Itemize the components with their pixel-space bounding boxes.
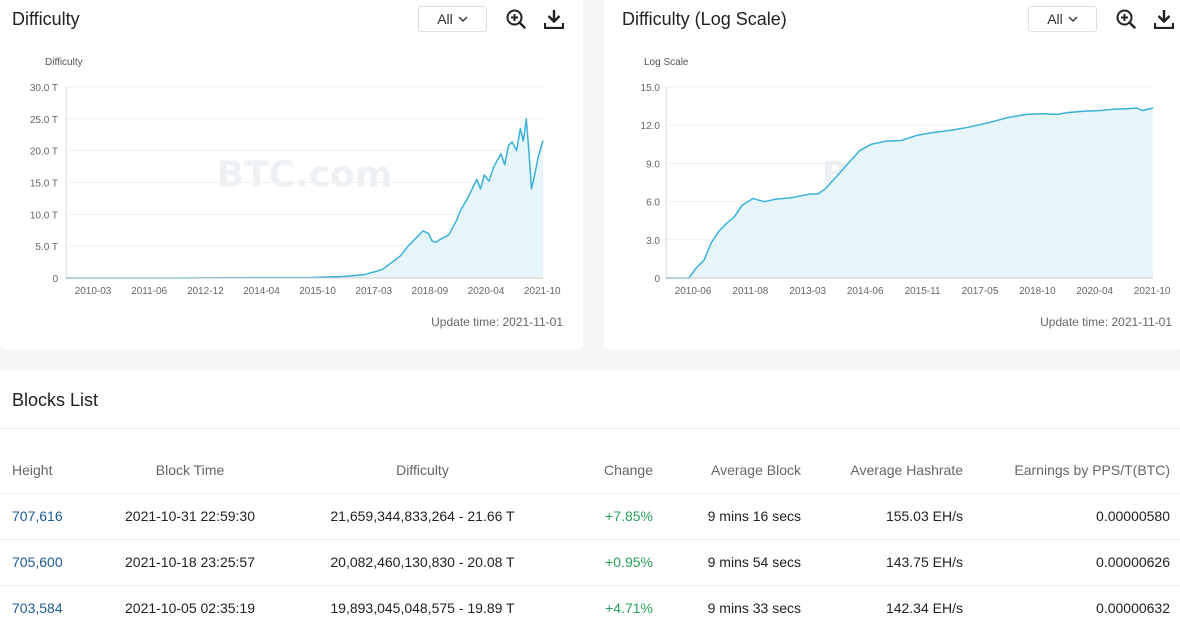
x-tick-label: 2010-06 [675,286,712,297]
block-height-cell: 705,600 [0,539,90,586]
x-tick-label: 2014-04 [243,286,280,297]
x-tick-label: 2021-10 [1134,286,1171,297]
average-block-cell: 9 mins 16 secs [655,493,801,540]
change-cell: +4.71% [555,585,655,624]
y-axis-title: Difficulty [45,57,83,68]
range-select[interactable]: All [1028,6,1097,32]
block-height-link[interactable]: 703,584 [12,600,63,616]
x-tick-label: 2011-06 [131,286,167,297]
range-select[interactable]: All [418,6,487,32]
block-height-cell: 707,616 [0,493,90,540]
chevron-down-icon [1068,16,1078,22]
table-row: 705,600 2021-10-18 23:25:57 20,082,460,1… [0,539,1180,586]
watermark: BTC.com [217,155,393,196]
average-block-cell: 9 mins 33 secs [655,585,801,624]
table-row: 703,584 2021-10-05 02:35:19 19,893,045,0… [0,585,1180,624]
earnings-cell: 0.00000580 [963,493,1180,540]
y-tick-label: 15.0 T [30,179,58,190]
log-difficulty-chart: BTC.comLog Scale03.06.09.012.015.02010-0… [641,57,1171,297]
difficulty-cell: 21,659,344,833,264 - 21.66 T [290,493,555,540]
y-tick-label: 30.0 T [30,83,58,94]
difficulty-cell: 19,893,045,048,575 - 19.89 T [290,585,555,624]
x-tick-label: 2015-11 [905,286,941,297]
series-area [666,108,1153,278]
y-axis-title: Log Scale [644,57,689,68]
zoom-in-icon[interactable] [505,8,527,30]
x-tick-label: 2018-09 [412,286,449,297]
table-row: 707,616 2021-10-31 22:59:30 21,659,344,8… [0,493,1180,540]
column-header[interactable]: Block Time [90,447,290,494]
y-tick-label: 25.0 T [30,115,58,126]
difficulty-chart: BTC.com Difficulty 0 5.0 T 10.0 T 15.0 T 20.0 … [30,57,561,297]
column-header[interactable]: Average Hashrate [801,447,963,494]
difficulty-panel: Difficulty All BTC.com Difficulty 0 5.0 T 10… [0,0,583,350]
x-tick-label: 2010-03 [75,286,112,297]
x-tick-label: 2015-10 [299,286,336,297]
column-header[interactable]: Average Block [655,447,801,494]
x-tick-label: 2017-03 [355,286,392,297]
column-header[interactable]: Change [555,447,655,494]
x-tick-label: 2013-03 [789,286,826,297]
column-header[interactable]: Earnings by PPS/T(BTC) [963,447,1180,494]
y-tick-label: 9.0 [646,159,660,170]
update-time: Update time: 2021-11-01 [431,315,563,329]
hashrate-cell: 142.34 EH/s [801,585,963,624]
y-tick-label: 15.0 [641,83,661,94]
chevron-down-icon [458,16,468,22]
hashrate-cell: 155.03 EH/s [801,493,963,540]
change-cell: +7.85% [555,493,655,540]
download-icon[interactable] [1153,8,1175,30]
y-tick-label: 0 [654,274,660,285]
average-block-cell: 9 mins 54 secs [655,539,801,586]
x-tick-label: 2020-04 [468,286,505,297]
x-tick-label: 2018-10 [1019,286,1056,297]
difficulty-cell: 20,082,460,130,830 - 20.08 T [290,539,555,586]
hashrate-cell: 143.75 EH/s [801,539,963,586]
divider [0,428,1180,429]
download-icon[interactable] [543,8,565,30]
block-time-cell: 2021-10-05 02:35:19 [90,585,290,624]
y-tick-label: 5.0 T [35,242,58,253]
y-tick-label: 3.0 [646,236,660,247]
y-tick-label: 20.0 T [30,147,58,158]
x-tick-label: 2011-08 [732,286,768,297]
block-time-cell: 2021-10-31 22:59:30 [90,493,290,540]
section-title: Blocks List [12,390,99,410]
block-time-cell: 2021-10-18 23:25:57 [90,539,290,586]
block-height-cell: 703,584 [0,585,90,624]
zoom-in-icon[interactable] [1115,8,1137,30]
y-tick-label: 10.0 T [30,210,58,221]
series-area [66,118,543,278]
column-header[interactable]: Difficulty [290,447,555,494]
series-line [66,118,544,279]
y-tick-label: 0 [52,274,58,285]
x-tick-label: 2020-04 [1076,286,1113,297]
table-header-row: Height Block Time Difficulty Change Aver… [0,447,1180,494]
update-time: Update time: 2021-11-01 [1040,315,1172,329]
blocks-table: Height Block Time Difficulty Change Aver… [0,447,1180,624]
blocks-list-section: Blocks List Height Block Time Difficulty… [0,370,1180,624]
panel-title: Difficulty (Log Scale) [622,9,787,29]
x-tick-label: 2014-06 [847,286,884,297]
earnings-cell: 0.00000626 [963,539,1180,586]
x-tick-label: 2012-12 [187,286,224,297]
column-header[interactable]: Height [0,447,90,494]
log-difficulty-panel: Difficulty (Log Scale) All BTC.comLog Sc… [604,0,1180,350]
x-tick-label: 2017-05 [962,286,999,297]
y-tick-label: 12.0 [641,121,661,132]
series-line [666,107,1154,279]
panel-title: Difficulty [12,9,80,29]
y-tick-label: 6.0 [646,198,660,209]
block-height-link[interactable]: 707,616 [12,508,63,524]
x-tick-label: 2021-10 [524,286,561,297]
range-select-value: All [1047,11,1063,27]
earnings-cell: 0.00000632 [963,585,1180,624]
range-select-value: All [437,11,453,27]
change-cell: +0.95% [555,539,655,586]
block-height-link[interactable]: 705,600 [12,554,63,570]
